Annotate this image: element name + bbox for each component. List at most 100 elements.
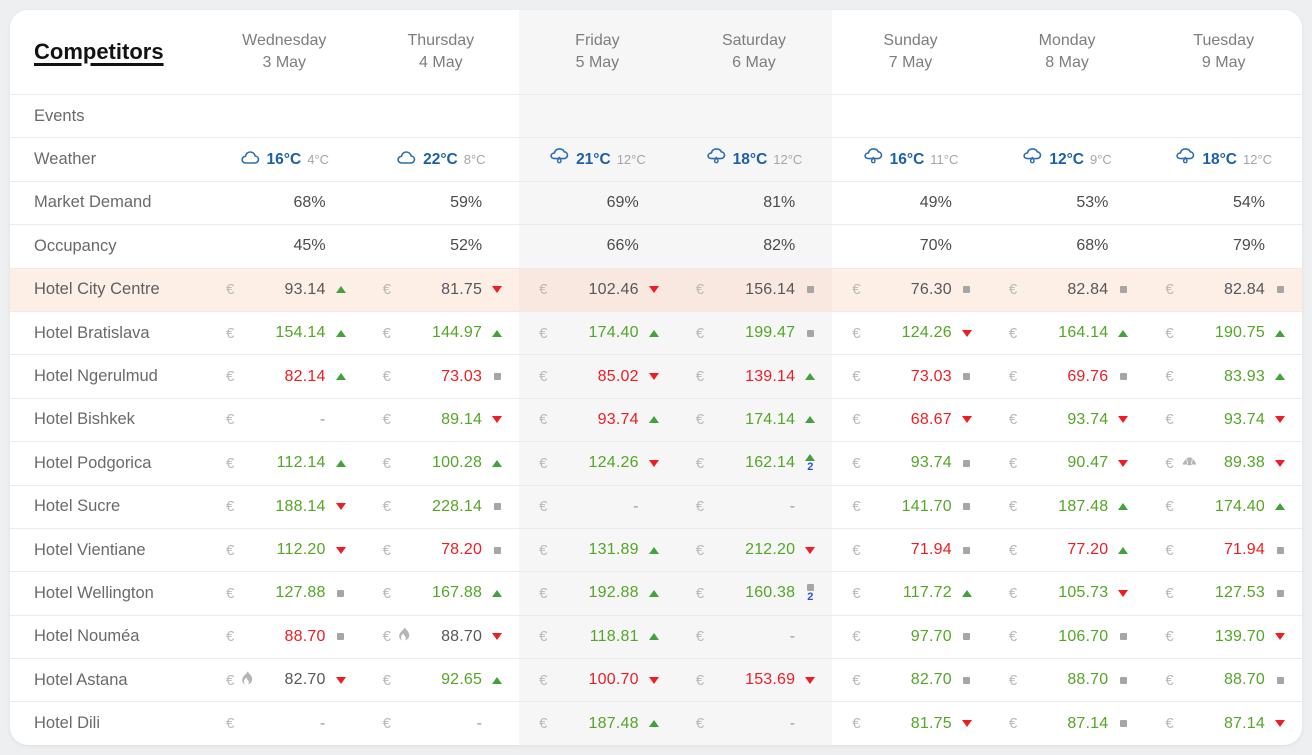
rate-cell[interactable]: € 88.70 — [989, 671, 1146, 689]
rate-cell[interactable]: € 88.70 — [206, 628, 363, 646]
rate-cell[interactable]: € 93.74 — [832, 454, 989, 472]
rate-cell[interactable]: € 69.76 — [989, 368, 1146, 386]
rate-cell[interactable]: € 192.88 — [519, 584, 676, 602]
rate-cell[interactable]: € - — [206, 411, 363, 429]
hotel-name[interactable]: Hotel Bishkek — [34, 410, 135, 429]
hotel-name[interactable]: Hotel Ngerulmud — [34, 367, 158, 386]
rate-cell[interactable]: € 127.88 — [206, 584, 363, 602]
rate-cell[interactable]: € 71.94 — [832, 541, 989, 559]
rate-cell[interactable]: € 187.48 — [519, 715, 676, 733]
rate-cell[interactable]: € 82.70 — [206, 670, 363, 690]
rate-cell[interactable]: € 68.67 — [832, 411, 989, 429]
rate-cell[interactable]: € 174.14 — [676, 411, 833, 429]
rate-cell[interactable]: € 212.20 — [676, 541, 833, 559]
rate-cell[interactable]: € 162.14 2 — [676, 453, 833, 473]
rate-cell[interactable]: € 106.70 — [989, 628, 1146, 646]
rate-cell[interactable]: € 93.74 — [989, 411, 1146, 429]
rate-cell[interactable]: € 174.40 — [519, 324, 676, 342]
rate-cell[interactable]: € 93.14 — [206, 281, 363, 299]
rate-cell[interactable]: € 82.84 — [1145, 281, 1302, 299]
hotel-name[interactable]: Hotel Vientiane — [34, 540, 146, 559]
rate-cell[interactable]: € 117.72 — [832, 584, 989, 602]
rate-cell[interactable]: € 228.14 — [363, 498, 520, 516]
rate-cell[interactable]: € 105.73 — [989, 584, 1146, 602]
day-header[interactable]: Tuesday 9 May — [1145, 10, 1302, 95]
rate-cell[interactable]: € 112.14 — [206, 454, 363, 472]
hotel-name[interactable]: Hotel City Centre — [10, 268, 206, 312]
rate-cell[interactable]: € 164.14 — [989, 324, 1146, 342]
hotel-name[interactable]: Hotel Podgorica — [34, 453, 152, 472]
day-header[interactable]: Monday 8 May — [989, 10, 1146, 95]
rate-cell[interactable]: € - — [676, 715, 833, 733]
rate-cell[interactable]: € 131.89 — [519, 541, 676, 559]
hotel-name[interactable]: Hotel Dili — [34, 714, 101, 733]
rate-cell[interactable]: € 139.70 — [1145, 628, 1302, 646]
rate-cell[interactable]: € 71.94 — [1145, 541, 1302, 559]
rate-cell[interactable]: € 76.30 — [832, 281, 989, 299]
rate-cell[interactable]: € 156.14 — [676, 281, 833, 299]
rate-cell[interactable]: € - — [519, 498, 676, 516]
rate-cell[interactable]: € 160.38 2 — [676, 583, 833, 603]
rate-cell[interactable]: € 81.75 — [832, 715, 989, 733]
hotel-name[interactable]: Hotel Wellington — [34, 583, 154, 602]
rate-cell[interactable]: € 190.75 — [1145, 324, 1302, 342]
rate-cell[interactable]: € 97.70 — [832, 628, 989, 646]
rate-cell[interactable]: € 78.20 — [363, 541, 520, 559]
rate-cell[interactable]: € 89.14 — [363, 411, 520, 429]
rate-cell[interactable]: € 73.03 — [363, 368, 520, 386]
rate-cell[interactable]: € 100.28 — [363, 454, 520, 472]
rate-cell[interactable]: € 88.70 — [363, 627, 520, 646]
rate-cell[interactable]: € 87.14 — [989, 715, 1146, 733]
hotel-name[interactable]: Hotel Sucre — [34, 497, 121, 516]
rate-cell[interactable]: € 93.74 — [519, 411, 676, 429]
rate-cell[interactable]: € 112.20 — [206, 541, 363, 559]
rate-cell[interactable]: € 90.47 — [989, 454, 1146, 472]
rate-cell[interactable]: € 92.65 — [363, 671, 520, 689]
day-header[interactable]: Saturday 6 May — [675, 10, 833, 95]
rate-cell[interactable]: € 153.69 — [676, 671, 833, 689]
day-header[interactable]: Friday 5 May — [519, 10, 676, 95]
rate-cell[interactable]: € 124.26 — [832, 324, 989, 342]
rate-cell[interactable]: € 127.53 — [1145, 584, 1302, 602]
rate-cell[interactable]: € 73.03 — [832, 368, 989, 386]
day-header[interactable]: Sunday 7 May — [832, 10, 989, 95]
rate-cell[interactable]: € - — [676, 628, 833, 646]
hotel-name[interactable]: Hotel Nouméa — [34, 627, 140, 646]
rate-cell[interactable]: € 82.14 — [206, 368, 363, 386]
rate-cell[interactable]: € 89.38 — [1145, 454, 1302, 472]
rate-cell[interactable]: € 102.46 — [519, 281, 676, 299]
rate-cell[interactable]: € 141.70 — [832, 498, 989, 516]
rate-cell[interactable]: € 82.70 — [832, 671, 989, 689]
rate-cell[interactable]: € 154.14 — [206, 324, 363, 342]
rate-cell[interactable]: € 174.40 — [1145, 498, 1302, 516]
competitors-title[interactable]: Competitors — [34, 39, 164, 64]
rate-cell[interactable]: € 87.14 — [1145, 715, 1302, 733]
trend-slot — [648, 329, 660, 337]
rate-cell[interactable]: € 118.81 — [519, 628, 676, 646]
trend-slot — [1274, 329, 1286, 337]
rate-cell[interactable]: € 77.20 — [989, 541, 1146, 559]
rate-cell[interactable]: € 199.47 — [676, 324, 833, 342]
rate-cell[interactable]: € 187.48 — [989, 498, 1146, 516]
rate-cell[interactable]: € - — [676, 498, 833, 516]
rate-cell[interactable]: € 139.14 — [676, 368, 833, 386]
rate-cell[interactable]: € - — [363, 715, 520, 733]
hotel-name[interactable]: Hotel Bratislava — [34, 323, 150, 342]
trend-flat-icon — [493, 503, 501, 511]
rate-cell[interactable]: € 85.02 — [519, 368, 676, 386]
hotel-name[interactable]: Hotel Astana — [34, 670, 128, 689]
rate-cell[interactable]: € 93.74 — [1145, 411, 1302, 429]
rate-cell[interactable]: € 167.88 — [363, 584, 520, 602]
rate-cell[interactable]: € 100.70 — [519, 671, 676, 689]
rate-cell[interactable]: € 124.26 — [519, 454, 676, 472]
rate-cell[interactable]: € 81.75 — [363, 281, 520, 299]
day-header[interactable]: Wednesday 3 May — [206, 10, 363, 95]
trend-down-icon — [961, 720, 972, 728]
rate-cell[interactable]: € 188.14 — [206, 498, 363, 516]
rate-cell[interactable]: € 83.93 — [1145, 368, 1302, 386]
rate-cell[interactable]: € 144.97 — [363, 324, 520, 342]
rate-cell[interactable]: € 82.84 — [989, 281, 1146, 299]
rate-cell[interactable]: € 88.70 — [1145, 671, 1302, 689]
rate-cell[interactable]: € - — [206, 715, 363, 733]
day-header[interactable]: Thursday 4 May — [363, 10, 520, 95]
